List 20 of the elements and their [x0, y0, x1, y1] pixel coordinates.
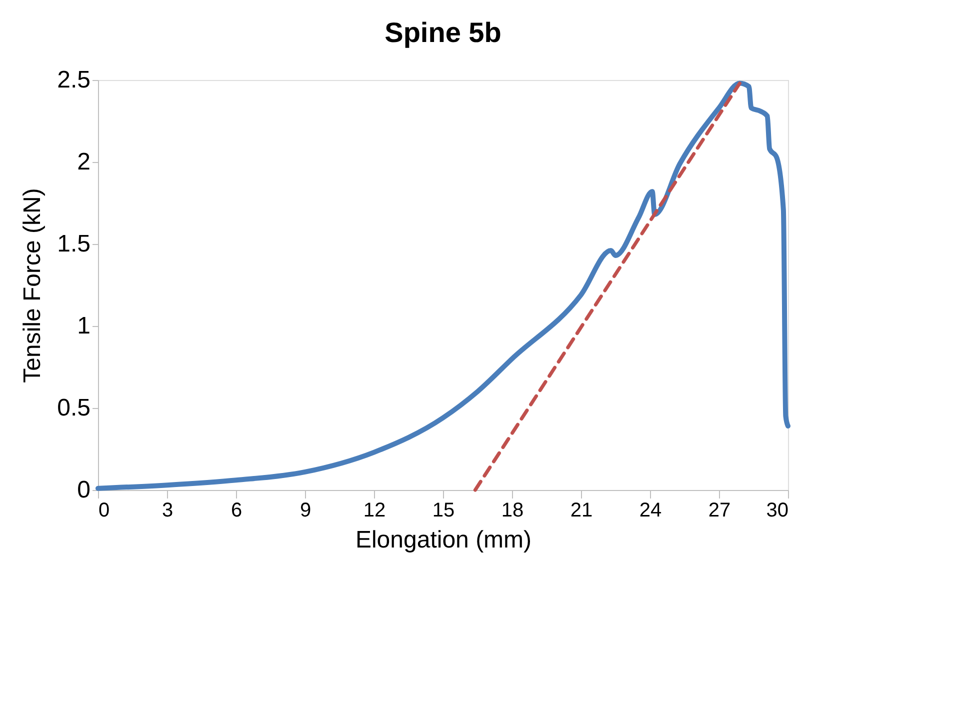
x-tick-label: 9	[300, 500, 312, 522]
y-tick-label: 2.5	[57, 66, 90, 94]
x-tick-label: 24	[639, 500, 662, 522]
y-tick-label: 0	[77, 476, 90, 504]
x-tick-label: 21	[570, 500, 593, 522]
y-tick-label: 1.5	[57, 230, 90, 258]
x-tick-label: 27	[708, 500, 731, 522]
x-tick-label: 15	[432, 500, 455, 522]
chart-title: Spine 5b	[384, 17, 502, 48]
x-tick-label: 3	[162, 500, 174, 522]
x-tick-label: 30	[766, 500, 788, 522]
x-tick-label: 12	[363, 500, 386, 522]
y-tick-label: 0.5	[57, 394, 90, 422]
x-tick-label: 6	[230, 500, 242, 522]
y-tick-label: 2	[77, 148, 90, 176]
x-tick-label: 0	[98, 500, 110, 522]
y-tick-label: 1	[77, 312, 90, 340]
y-axis-title: Tensile Force (kN)	[19, 188, 46, 383]
x-tick-label: 18	[501, 500, 524, 522]
x-axis-title: Elongation (mm)	[355, 526, 532, 554]
